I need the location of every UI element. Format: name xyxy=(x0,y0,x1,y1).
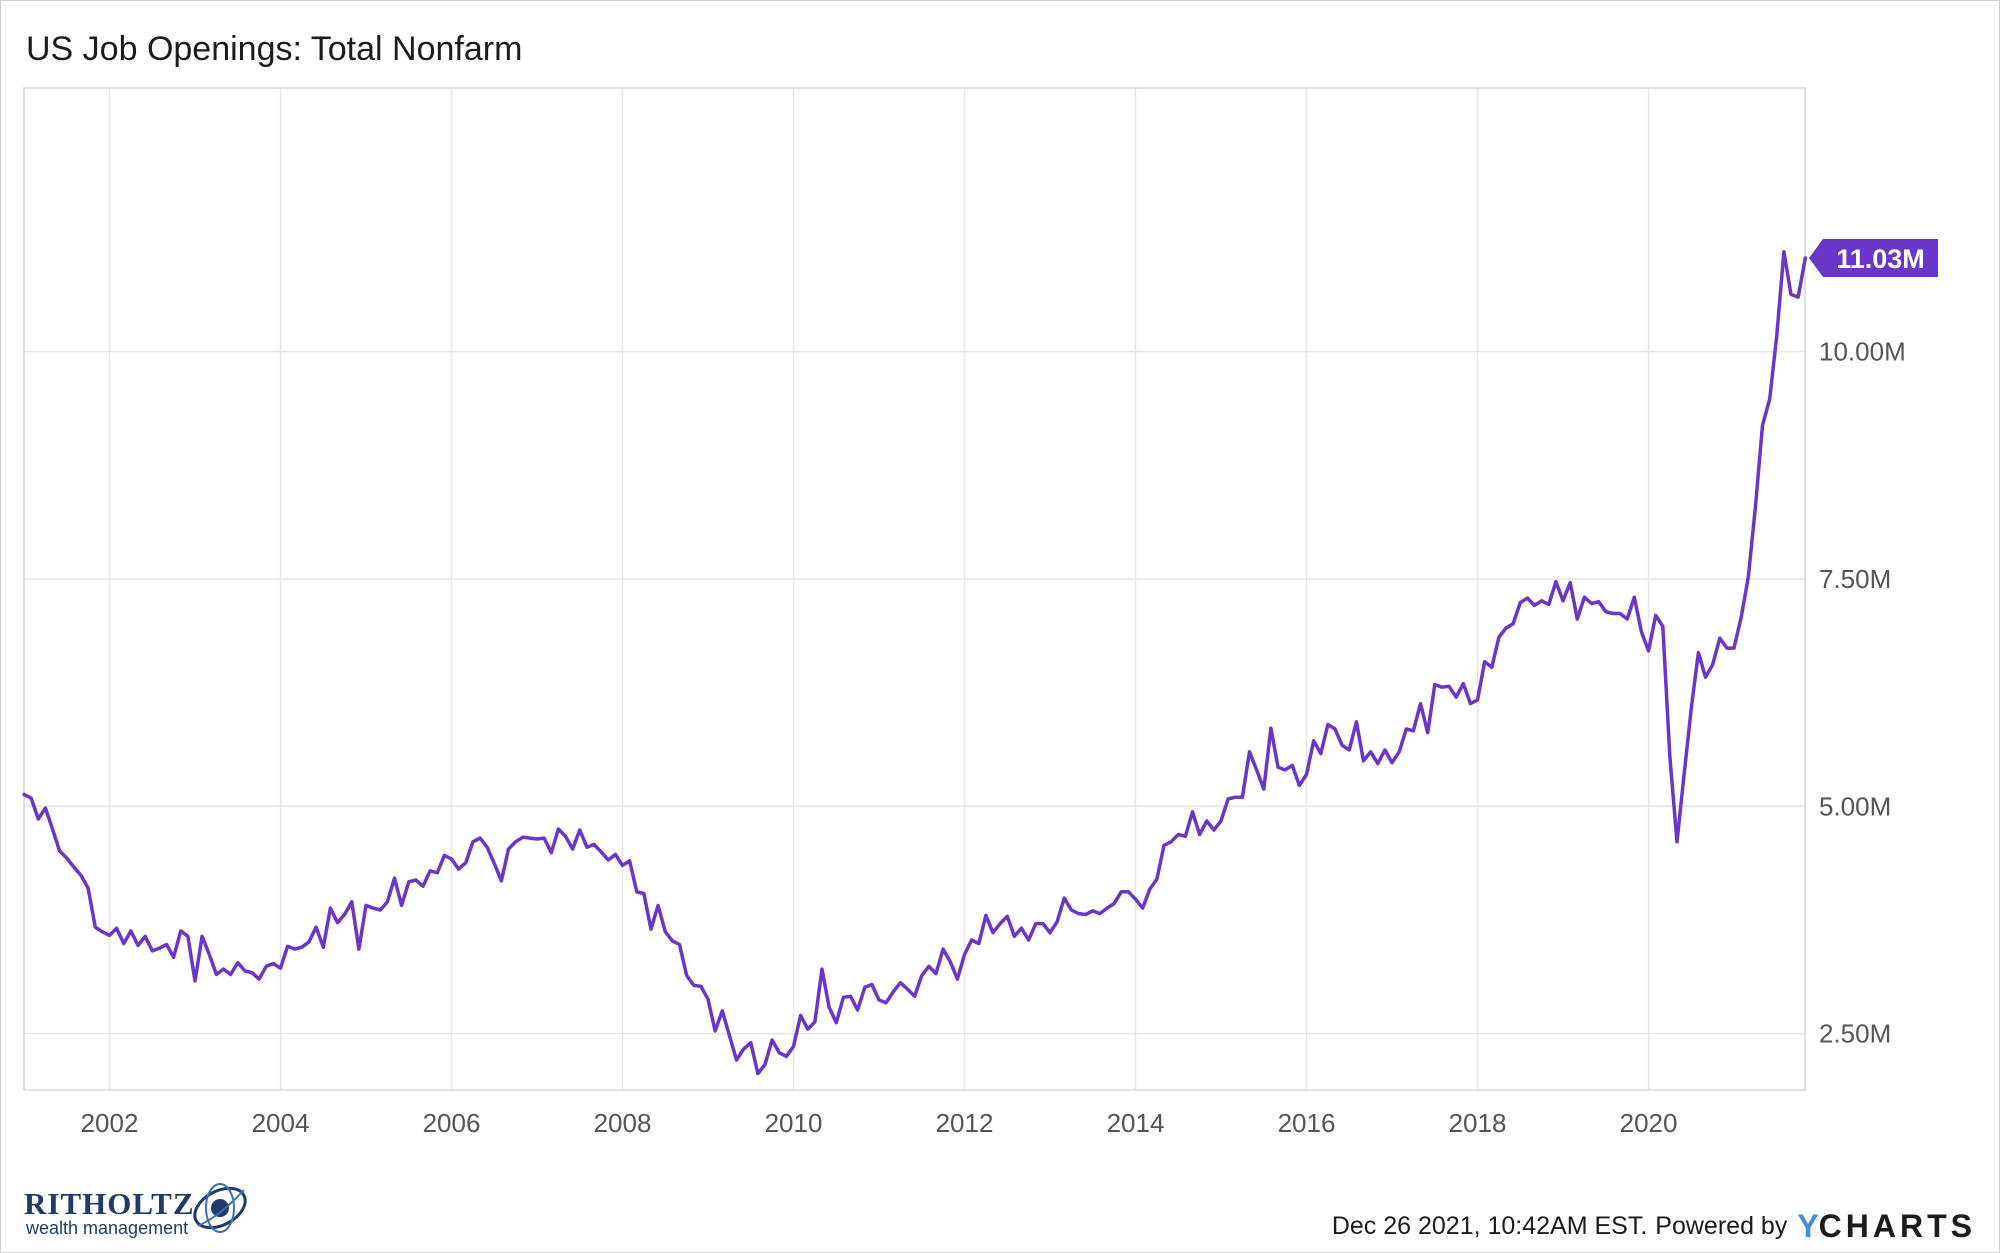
x-tick-label: 2014 xyxy=(1107,1108,1165,1138)
x-tick-label: 2016 xyxy=(1278,1108,1336,1138)
x-tick-label: 2020 xyxy=(1620,1108,1678,1138)
x-tick-label: 2012 xyxy=(936,1108,994,1138)
x-tick-label: 2010 xyxy=(765,1108,823,1138)
grid xyxy=(24,88,1805,1090)
chart-footer: Dec 26 2021, 10:42AM EST. Powered by Y CH… xyxy=(1332,1208,1976,1245)
x-axis-ticks: 2002 2004 2006 2008 2010 2012 2014 2016 2018 2020 xyxy=(81,1108,1678,1138)
y-tick-label: 2.50M xyxy=(1819,1019,1891,1049)
y-axis-ticks: 2.50M 5.00M 7.50M 10.00M xyxy=(1819,337,1906,1049)
x-tick-label: 2004 xyxy=(252,1108,310,1138)
ritholtz-logo: RITHOLTZ wealth management xyxy=(24,1178,247,1238)
ycharts-logo-text: CHARTS xyxy=(1818,1208,1976,1244)
y-tick-label: 10.00M xyxy=(1819,337,1906,367)
y-tick-label: 5.00M xyxy=(1819,791,1891,821)
last-value-badge: 11.03M xyxy=(1809,239,1938,278)
logo-name: RITHOLTZ xyxy=(24,1186,195,1221)
chart-title: US Job Openings: Total Nonfarm xyxy=(26,30,523,68)
logo-tagline: wealth management xyxy=(26,1218,189,1238)
x-tick-label: 2018 xyxy=(1449,1108,1507,1138)
x-tick-label: 2008 xyxy=(594,1108,652,1138)
x-tick-label: 2006 xyxy=(423,1108,481,1138)
y-tick-label: 7.50M xyxy=(1819,564,1891,594)
plot-border xyxy=(23,87,1806,1091)
timestamp: Dec 26 2021, 10:42AM EST. xyxy=(1331,1212,1648,1240)
powered-by-label: Powered by xyxy=(1655,1212,1788,1240)
series-line xyxy=(22,249,1808,1076)
last-value-label: 11.03M xyxy=(1836,244,1925,274)
x-tick-label: 2002 xyxy=(81,1108,139,1138)
globe-emblem-icon xyxy=(193,1183,247,1233)
ycharts-logo-y: Y xyxy=(1797,1208,1819,1244)
series-layer xyxy=(22,249,1808,1076)
last-value-badge-shape xyxy=(1809,239,1938,278)
